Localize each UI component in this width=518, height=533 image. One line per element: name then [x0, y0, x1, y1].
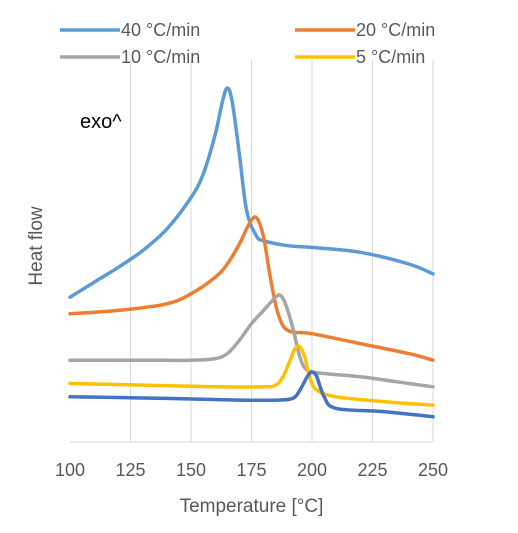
gridlines [130, 60, 434, 442]
x-tick-labels: 100 125 150 175 200 225 250 [55, 460, 448, 480]
x-tick-label: 200 [297, 460, 327, 480]
legend-label: 10 °C/min [121, 47, 200, 67]
x-tick-label: 100 [55, 460, 85, 480]
series-line-1 [68, 215, 435, 362]
series-line-0 [68, 86, 435, 299]
x-tick-label: 250 [418, 460, 448, 480]
legend: 40 °C/min 20 °C/min 10 °C/min 5 °C/min [60, 20, 435, 67]
x-tick-label: 175 [236, 460, 266, 480]
x-tick-label: 125 [115, 460, 145, 480]
legend-label: 5 °C/min [356, 47, 425, 67]
legend-label: 40 °C/min [121, 20, 200, 40]
x-tick-label: 225 [357, 460, 387, 480]
y-axis-title: Heat flow [26, 206, 47, 285]
x-tick-label: 150 [176, 460, 206, 480]
x-axis-title: Temperature [°C] [180, 496, 324, 517]
series-line-2 [68, 293, 435, 389]
series-line-4 [68, 370, 435, 419]
series-line-3 [68, 344, 435, 407]
exo-annotation: exo^ [80, 111, 122, 133]
series-layer [68, 86, 435, 419]
legend-label: 20 °C/min [356, 20, 435, 40]
